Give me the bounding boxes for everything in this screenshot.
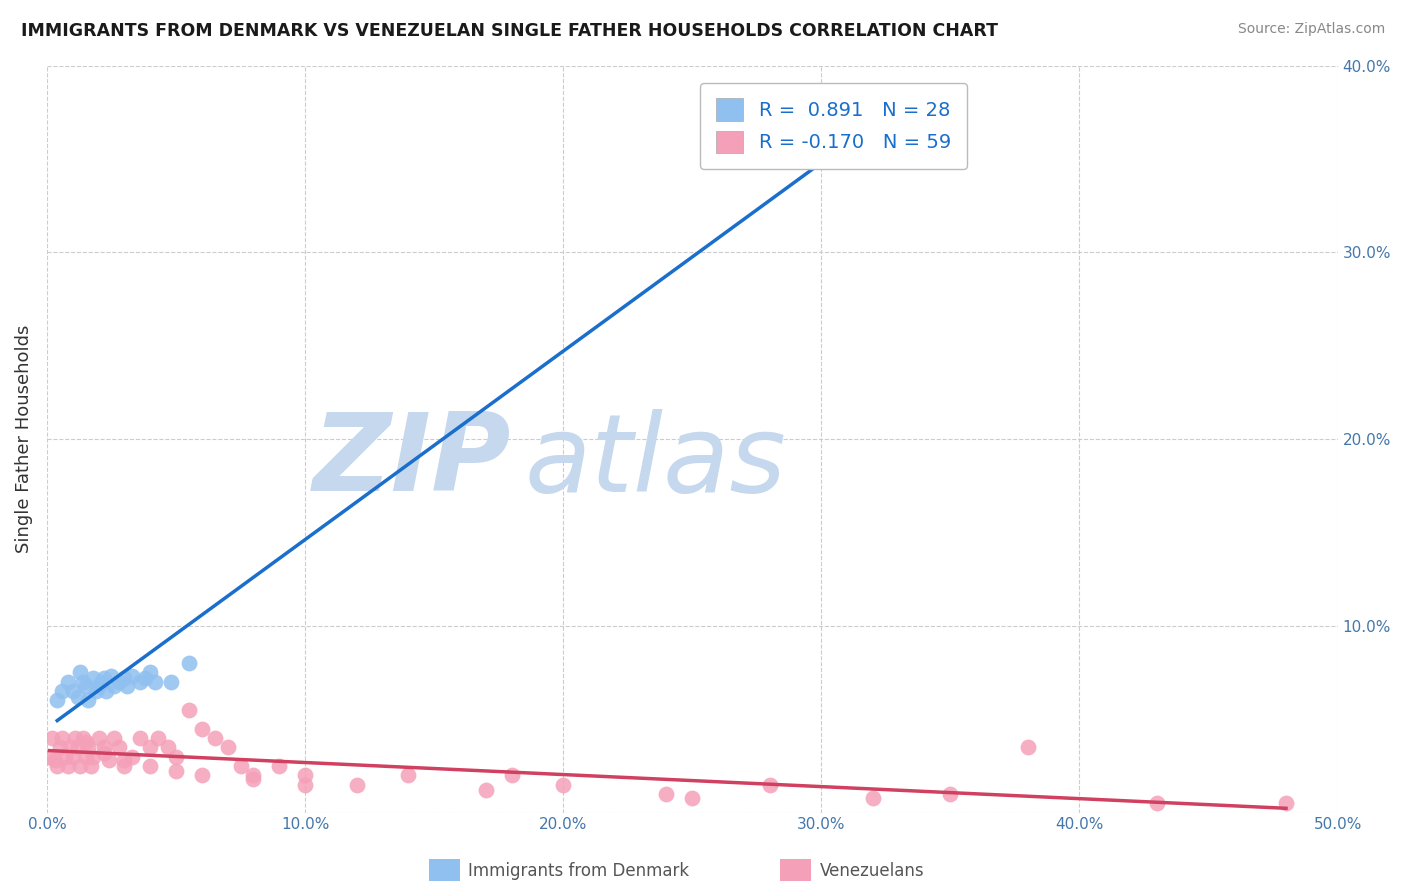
Point: [87, 679, 110, 693]
Point: [93, 671, 115, 685]
Point: [242, 772, 264, 786]
Point: [103, 731, 125, 745]
Y-axis label: Single Father Households: Single Father Households: [15, 325, 32, 553]
Point: [191, 722, 214, 736]
Point: [157, 740, 180, 755]
Point: [62, 684, 84, 698]
Point: [112, 753, 135, 767]
Point: [108, 740, 131, 755]
Point: [134, 671, 156, 685]
Point: [501, 768, 523, 782]
Point: [93, 740, 115, 755]
Point: [62, 749, 84, 764]
Point: [66, 740, 89, 755]
Point: [112, 671, 135, 685]
Point: [121, 749, 143, 764]
Point: [294, 768, 316, 782]
Point: [66, 690, 89, 704]
Point: [269, 759, 291, 773]
Point: [49, 740, 72, 755]
Point: [69, 759, 91, 773]
Point: [115, 679, 138, 693]
Point: [46, 693, 69, 707]
Point: [758, 778, 780, 792]
Point: [165, 749, 187, 764]
Point: [655, 787, 678, 801]
Point: [128, 674, 150, 689]
Text: Venezuelans: Venezuelans: [820, 862, 924, 880]
Point: [51, 684, 73, 698]
Point: [90, 674, 112, 689]
Point: [65, 731, 87, 745]
Point: [69, 665, 91, 680]
Point: [165, 764, 187, 779]
Point: [77, 740, 100, 755]
Point: [242, 768, 264, 782]
Point: [139, 759, 162, 773]
Point: [204, 731, 226, 745]
Point: [87, 731, 110, 745]
Point: [75, 679, 97, 693]
Point: [93, 746, 115, 760]
Point: [139, 665, 162, 680]
Point: [146, 731, 169, 745]
Point: [56, 674, 79, 689]
Point: [80, 759, 103, 773]
Point: [103, 679, 125, 693]
Point: [396, 768, 419, 782]
Point: [38, 749, 60, 764]
Point: [56, 759, 79, 773]
Point: [84, 684, 107, 698]
Point: [1275, 796, 1298, 810]
Point: [96, 684, 118, 698]
Text: Source: ZipAtlas.com: Source: ZipAtlas.com: [1237, 22, 1385, 37]
Point: [191, 768, 214, 782]
Point: [128, 731, 150, 745]
Text: ZIP: ZIP: [314, 409, 512, 515]
Point: [75, 749, 97, 764]
Point: [59, 740, 82, 755]
Point: [112, 759, 135, 773]
Point: [474, 783, 496, 797]
Point: [177, 703, 200, 717]
Point: [862, 95, 884, 110]
Point: [44, 753, 66, 767]
Point: [46, 759, 69, 773]
Point: [97, 753, 120, 767]
Point: [229, 759, 252, 773]
Point: [177, 656, 200, 670]
Point: [681, 790, 703, 805]
Point: [75, 734, 97, 748]
Point: [939, 787, 962, 801]
Point: [77, 693, 100, 707]
Text: IMMIGRANTS FROM DENMARK VS VENEZUELAN SINGLE FATHER HOUSEHOLDS CORRELATION CHART: IMMIGRANTS FROM DENMARK VS VENEZUELAN SI…: [21, 22, 998, 40]
Point: [100, 669, 122, 683]
Point: [41, 731, 63, 745]
Point: [159, 674, 181, 689]
Point: [294, 778, 316, 792]
Point: [1146, 796, 1168, 810]
Point: [72, 731, 94, 745]
Point: [51, 731, 73, 745]
Point: [53, 749, 76, 764]
Point: [82, 671, 104, 685]
Text: atlas: atlas: [524, 409, 786, 514]
Point: [1017, 740, 1039, 755]
Text: Immigrants from Denmark: Immigrants from Denmark: [468, 862, 689, 880]
Point: [862, 790, 884, 805]
Point: [553, 778, 575, 792]
Legend: R =  0.891   N = 28, R = -0.170   N = 59: R = 0.891 N = 28, R = -0.170 N = 59: [700, 83, 966, 169]
Point: [82, 749, 104, 764]
Point: [139, 740, 162, 755]
Point: [217, 740, 239, 755]
Point: [346, 778, 368, 792]
Point: [143, 674, 166, 689]
Point: [72, 674, 94, 689]
Point: [121, 669, 143, 683]
Point: [108, 674, 131, 689]
